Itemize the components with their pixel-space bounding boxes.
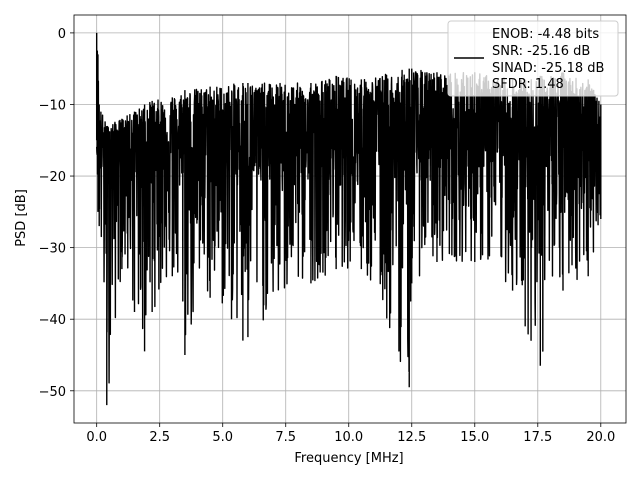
ticks: 0.0 2.5 5.0 7.5 10.0 12.5 15.0 17.5 20.0 0 −10 −20 −…	[39, 27, 616, 445]
axes	[73, 14, 627, 424]
plot-area	[95, 32, 602, 406]
y-tick-label: −40	[39, 313, 66, 328]
legend-box	[447, 20, 619, 97]
x-tick-label: 17.5	[523, 430, 552, 445]
legend-entry-sinad: SINAD: -25.18 dB	[492, 61, 604, 76]
x-tick-label: 5.0	[212, 430, 233, 445]
x-tick-label: 10.0	[334, 430, 363, 445]
legend-entry-sfdr: SFDR: 1.48	[492, 77, 564, 92]
x-tick-label: 2.5	[149, 430, 170, 445]
x-tick-label: 15.0	[460, 430, 489, 445]
legend: ENOB: -4.48 bits SNR: -25.16 dB SINAD: -…	[447, 20, 619, 97]
legend-entry-snr: SNR: -25.16 dB	[492, 44, 590, 59]
y-tick-label: 0	[58, 27, 66, 42]
y-tick-label: −30	[39, 242, 66, 257]
psd-series-line	[95, 32, 602, 406]
legend-entry-enob: ENOB: -4.48 bits	[492, 27, 599, 42]
y-axis-label: PSD [dB]	[14, 189, 29, 247]
x-axis-label: Frequency [MHz]	[294, 451, 403, 466]
x-tick-label: 7.5	[275, 430, 296, 445]
y-tick-label: −20	[39, 170, 66, 185]
x-tick-label: 0.0	[86, 430, 107, 445]
axes-frame	[73, 14, 627, 424]
y-tick-label: −10	[39, 98, 66, 113]
x-tick-label: 20.0	[586, 430, 615, 445]
x-tick-label: 12.5	[397, 430, 426, 445]
y-tick-label: −50	[39, 385, 66, 400]
